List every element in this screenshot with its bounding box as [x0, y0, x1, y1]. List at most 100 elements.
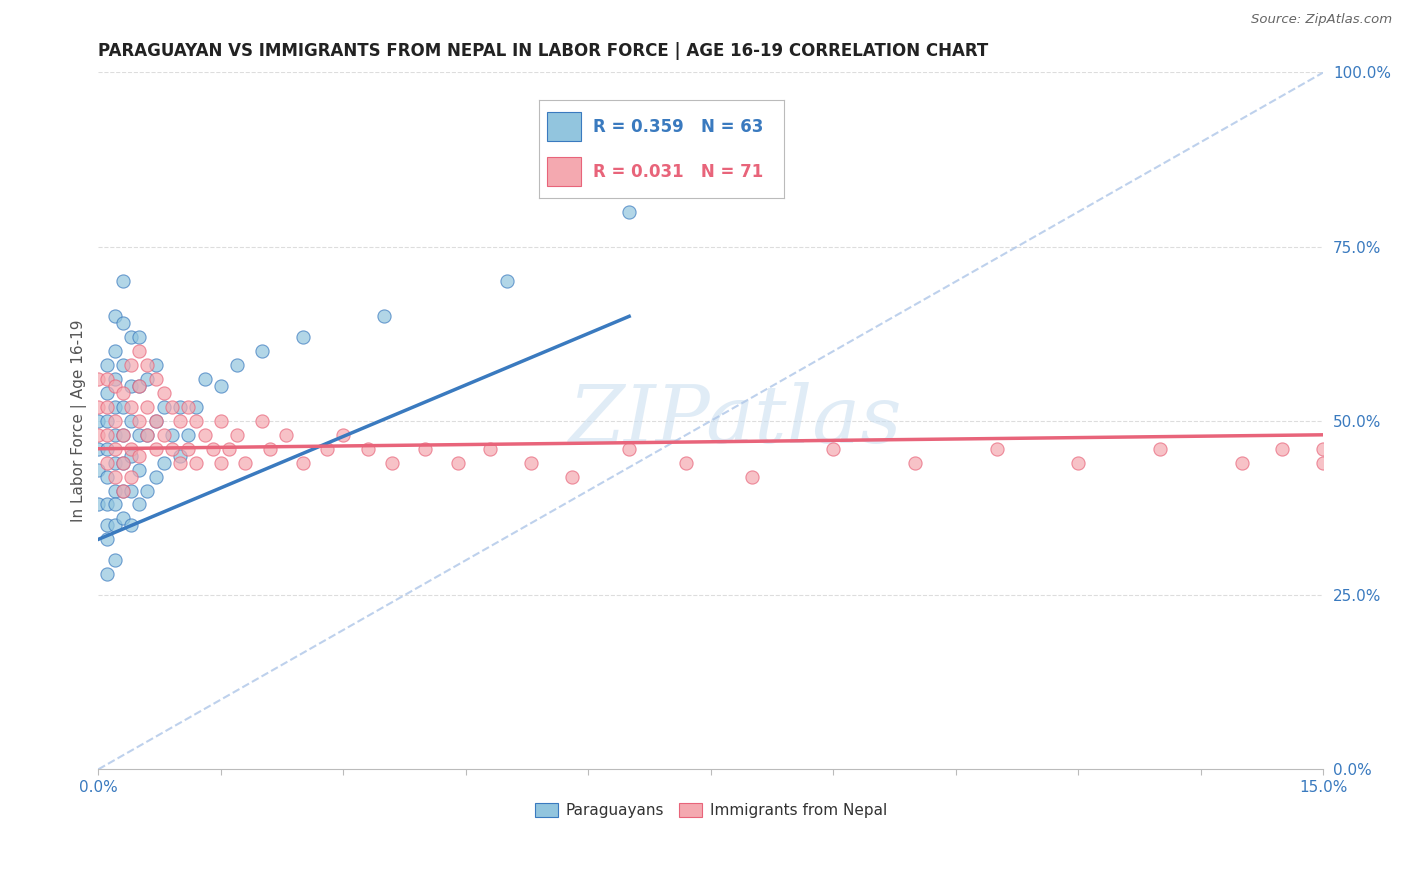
Point	[152, 400, 174, 414]
Point	[111, 275, 134, 289]
Legend: Paraguayans, Immigrants from Nepal: Paraguayans, Immigrants from Nepal	[529, 797, 893, 824]
Point	[96, 442, 118, 456]
Point	[1149, 442, 1171, 456]
Point	[120, 449, 142, 463]
Point	[152, 386, 174, 401]
Point	[96, 358, 118, 372]
Point	[87, 427, 110, 442]
Point	[104, 442, 127, 456]
Point	[209, 456, 232, 470]
Point	[128, 330, 150, 344]
Point	[1067, 456, 1090, 470]
Point	[111, 358, 134, 372]
Text: ZIPatlas: ZIPatlas	[568, 382, 903, 459]
Point	[169, 449, 191, 463]
Point	[169, 414, 191, 428]
Point	[104, 456, 127, 470]
Point	[136, 483, 159, 498]
Point	[96, 372, 118, 386]
Point	[904, 456, 927, 470]
Point	[413, 442, 436, 456]
Point	[104, 310, 127, 324]
Point	[96, 518, 118, 533]
Point	[96, 567, 118, 582]
Text: PARAGUAYAN VS IMMIGRANTS FROM NEPAL IN LABOR FORCE | AGE 16-19 CORRELATION CHART: PARAGUAYAN VS IMMIGRANTS FROM NEPAL IN L…	[98, 42, 988, 60]
Point	[96, 400, 118, 414]
Point	[1312, 456, 1334, 470]
Point	[177, 442, 200, 456]
Point	[87, 442, 110, 456]
Point	[120, 400, 142, 414]
Point	[128, 414, 150, 428]
Point	[128, 449, 150, 463]
Point	[96, 469, 118, 483]
Point	[104, 553, 127, 567]
Point	[201, 442, 224, 456]
Point	[193, 372, 215, 386]
Point	[111, 316, 134, 330]
Point	[186, 414, 208, 428]
Point	[357, 442, 380, 456]
Point	[96, 533, 118, 547]
Point	[104, 483, 127, 498]
Point	[1271, 442, 1294, 456]
Point	[96, 414, 118, 428]
Point	[495, 275, 517, 289]
Point	[226, 427, 249, 442]
Point	[87, 400, 110, 414]
Point	[520, 456, 543, 470]
Point	[373, 310, 395, 324]
Point	[120, 414, 142, 428]
Point	[160, 442, 183, 456]
Point	[209, 379, 232, 393]
Point	[111, 427, 134, 442]
Point	[160, 427, 183, 442]
Point	[128, 379, 150, 393]
Point	[169, 456, 191, 470]
Point	[104, 414, 127, 428]
Point	[1230, 456, 1253, 470]
Point	[479, 442, 502, 456]
Point	[120, 483, 142, 498]
Point	[218, 442, 240, 456]
Point	[87, 463, 110, 477]
Point	[96, 427, 118, 442]
Point	[96, 456, 118, 470]
Point	[128, 379, 150, 393]
Point	[145, 358, 167, 372]
Point	[332, 427, 354, 442]
Point	[104, 372, 127, 386]
Point	[1312, 442, 1334, 456]
Point	[145, 414, 167, 428]
Point	[104, 518, 127, 533]
Point	[111, 386, 134, 401]
Point	[111, 456, 134, 470]
Point	[145, 372, 167, 386]
Point	[986, 442, 1008, 456]
Point	[250, 414, 273, 428]
Point	[120, 379, 142, 393]
Point	[120, 469, 142, 483]
Point	[136, 400, 159, 414]
Point	[111, 400, 134, 414]
Point	[145, 469, 167, 483]
Point	[104, 344, 127, 359]
Point	[128, 427, 150, 442]
Point	[96, 386, 118, 401]
Point	[96, 498, 118, 512]
Point	[87, 414, 110, 428]
Point	[152, 427, 174, 442]
Point	[675, 456, 697, 470]
Point	[617, 442, 640, 456]
Point	[136, 427, 159, 442]
Point	[104, 379, 127, 393]
Point	[136, 427, 159, 442]
Point	[226, 358, 249, 372]
Point	[823, 442, 845, 456]
Point	[87, 372, 110, 386]
Point	[741, 469, 763, 483]
Point	[120, 518, 142, 533]
Point	[111, 456, 134, 470]
Point	[111, 427, 134, 442]
Y-axis label: In Labor Force | Age 16-19: In Labor Force | Age 16-19	[72, 319, 87, 522]
